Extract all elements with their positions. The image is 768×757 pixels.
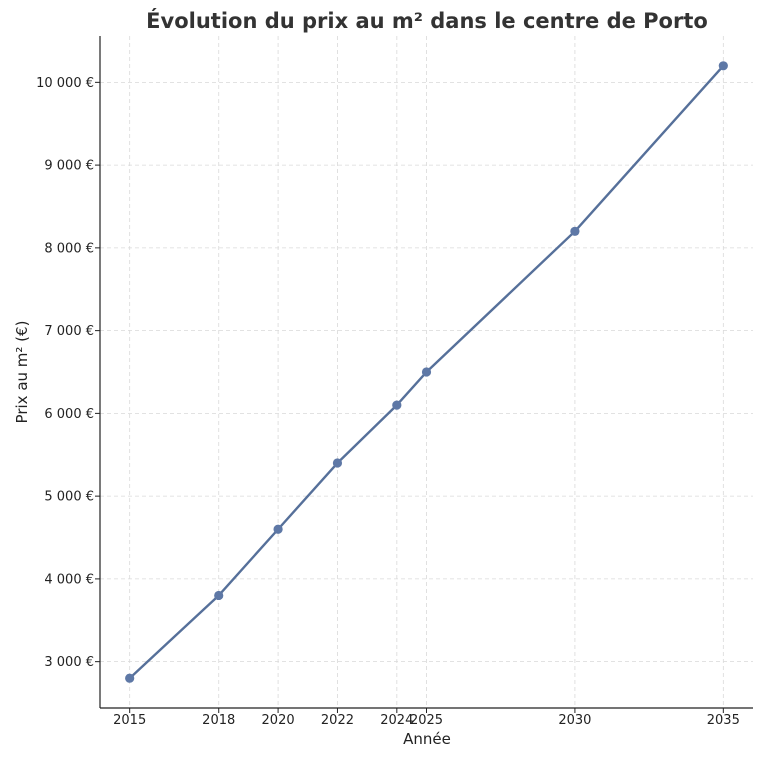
data-point: [392, 400, 402, 410]
x-tick-label: 2025: [410, 713, 443, 728]
x-tick-label: 2030: [558, 713, 591, 728]
x-tick-label: 2035: [707, 713, 740, 728]
y-tick-label: 3 000 €: [44, 655, 94, 670]
y-tick-label: 10 000 €: [36, 76, 94, 91]
data-point: [332, 458, 343, 468]
data-point: [718, 61, 728, 71]
x-tick-label: 2020: [262, 713, 295, 728]
data-point: [570, 226, 580, 236]
x-tick-label: 2018: [202, 713, 235, 728]
y-tick-label: 9 000 €: [44, 159, 94, 174]
y-axis-label: Prix au m² (€): [13, 321, 31, 424]
y-tick-label: 4 000 €: [44, 572, 94, 587]
series-line: [128, 64, 725, 680]
y-tick-label: 8 000 €: [44, 241, 94, 256]
y-tick-label: 7 000 €: [44, 324, 94, 339]
data-point: [421, 367, 432, 377]
y-tick-label: 5 000 €: [44, 490, 94, 505]
series-layer: [125, 61, 728, 683]
x-tick-label: 2022: [321, 713, 354, 728]
data-point: [214, 590, 224, 601]
chart-title: Évolution du prix au m² dans le centre d…: [146, 8, 708, 33]
x-tick-label: 2015: [113, 713, 146, 728]
data-point: [273, 524, 283, 534]
data-point: [125, 673, 135, 683]
y-tick-label: 6 000 €: [44, 407, 94, 422]
x-tick-label: 2024: [380, 713, 413, 728]
x-axis-label: Année: [403, 730, 451, 748]
